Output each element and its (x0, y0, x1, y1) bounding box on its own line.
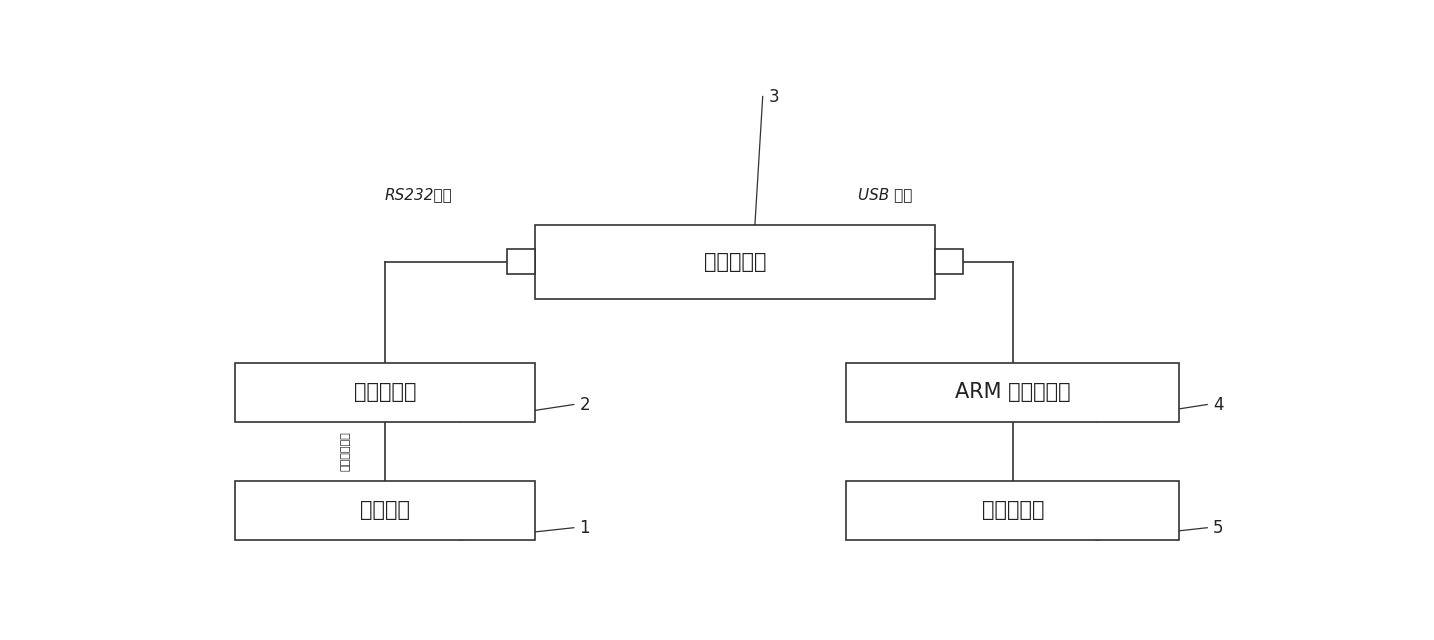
Bar (535, 225, 935, 298)
Bar (235, 363, 535, 422)
Text: 液晶显示器: 液晶显示器 (981, 500, 1044, 520)
Bar (935, 249, 962, 274)
Text: 4: 4 (1213, 396, 1223, 413)
Bar (846, 481, 1180, 540)
Text: RS232接口: RS232接口 (384, 188, 452, 203)
Bar (235, 481, 535, 540)
Text: USB 接口: USB 接口 (858, 188, 912, 203)
Text: 数据接收器: 数据接收器 (354, 382, 416, 402)
Text: 3: 3 (769, 88, 779, 106)
Text: 误差测头: 误差测头 (360, 500, 410, 520)
Text: 笔记本电脑: 笔记本电脑 (704, 252, 766, 271)
Text: 无线数据传输: 无线数据传输 (341, 431, 351, 471)
Text: ARM 主控板模块: ARM 主控板模块 (955, 382, 1071, 402)
Text: 2: 2 (579, 396, 589, 413)
Bar (846, 363, 1180, 422)
Text: 1: 1 (579, 518, 589, 537)
Text: 5: 5 (1213, 518, 1223, 537)
Bar (508, 249, 535, 274)
